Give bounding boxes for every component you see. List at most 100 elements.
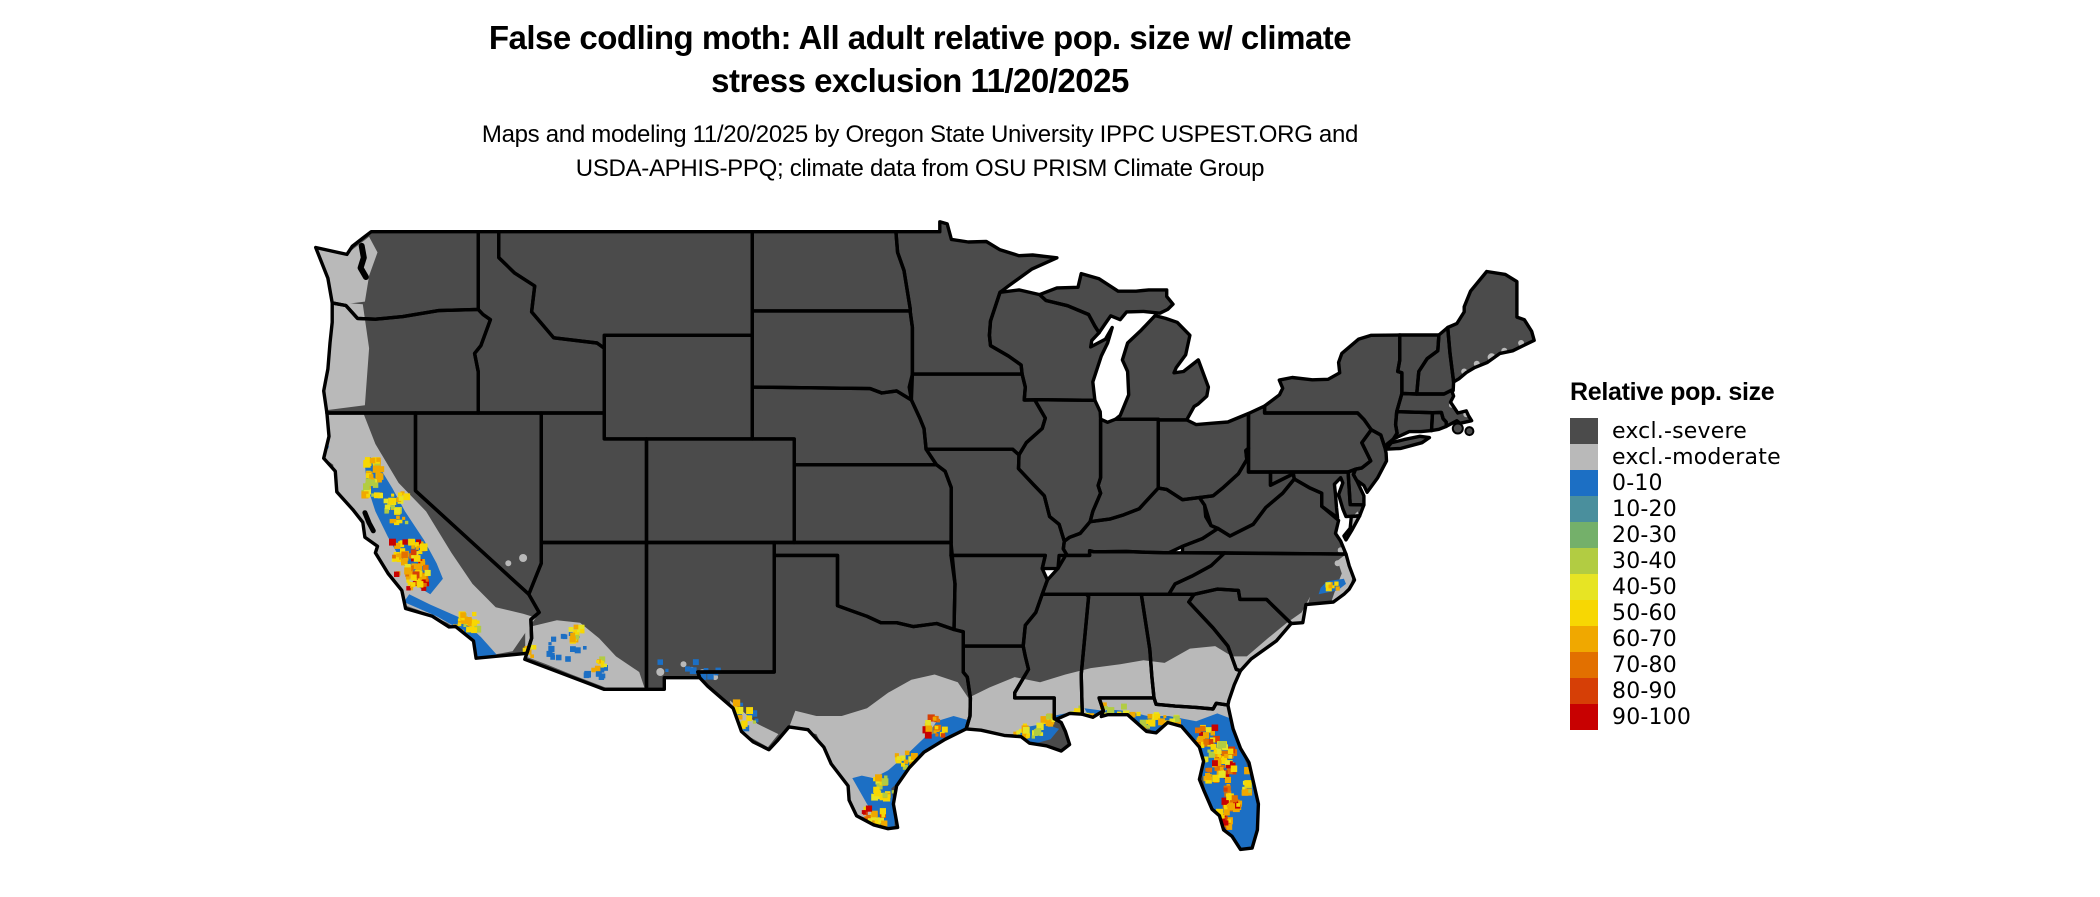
pop-hotspot-speck <box>407 581 412 586</box>
pop-hotspot-speck <box>1130 711 1136 718</box>
state-md <box>1270 472 1364 518</box>
pop-hotspot-speck <box>383 498 389 504</box>
pop-hotspot-speck <box>1199 731 1203 736</box>
pop-hotspot-speck <box>1027 733 1031 737</box>
pop-hotspot-speck <box>746 707 753 714</box>
pop-hotspot-speck <box>397 492 403 497</box>
pop-hotspot-speck <box>1040 716 1048 723</box>
pop-hotspot-speck <box>404 563 411 571</box>
pop-hotspot-speck <box>1228 800 1233 806</box>
pop-hotspot-speck <box>394 571 400 577</box>
pop-hotspot-speck <box>895 757 902 764</box>
pop-hotspot-speck <box>882 792 888 798</box>
pop-hotspot-speck <box>363 460 371 468</box>
pop-hotspot-speck <box>394 542 401 549</box>
legend-swatch <box>1570 652 1598 678</box>
pop-hotspot-speck <box>1107 707 1115 715</box>
pop-hotspot-speck <box>577 624 585 633</box>
pop-hotspot-speck <box>1230 765 1238 772</box>
pop-hotspot-speck <box>1207 767 1213 773</box>
pop-0-10-speck <box>1238 854 1244 860</box>
pop-hotspot-speck <box>1018 728 1023 733</box>
page-title: False codling moth: All adult relative p… <box>270 16 1570 102</box>
state-ut <box>541 413 647 543</box>
pop-hotspot-speck <box>463 623 467 627</box>
pop-hotspot-speck <box>1199 725 1206 732</box>
pop-hotspot-speck <box>925 725 933 733</box>
pop-hotspot-speck <box>384 504 391 510</box>
pop-hotspot-speck <box>389 538 396 546</box>
pop-0-10-speck <box>657 659 663 665</box>
pop-hotspot-speck <box>376 473 384 480</box>
pop-hotspot-speck <box>398 496 404 501</box>
pop-hotspot-speck <box>1331 585 1335 589</box>
pop-hotspot-speck <box>363 483 370 490</box>
island <box>1451 422 1464 435</box>
pop-hotspot-speck <box>1213 735 1220 743</box>
pop-hotspot-speck <box>1230 795 1237 803</box>
pop-hotspot-speck <box>1221 815 1225 819</box>
pop-hotspot-speck <box>1146 724 1150 729</box>
state-il <box>1018 399 1101 542</box>
pop-hotspot-speck <box>932 716 937 721</box>
excl-moderate-speck <box>1334 560 1341 567</box>
legend-label: 50-60 <box>1612 600 1677 626</box>
pop-hotspot-speck <box>934 725 939 730</box>
pop-hotspot-speck <box>574 634 580 640</box>
pop-hotspot-speck <box>591 667 596 672</box>
pop-hotspot-speck <box>940 733 946 738</box>
state-ky <box>1063 488 1218 556</box>
pop-0-10-speck <box>321 415 327 421</box>
island <box>1464 426 1475 437</box>
legend-swatch <box>1570 418 1598 444</box>
pop-hotspot-speck <box>372 457 380 465</box>
pop-hotspot-speck <box>1215 759 1222 766</box>
pop-hotspot-speck <box>568 627 574 632</box>
pop-hotspot-speck <box>1121 703 1127 710</box>
pop-hotspot-speck <box>1158 718 1165 726</box>
pop-hotspot-speck <box>1163 715 1167 719</box>
pop-hotspot-speck <box>1039 732 1044 736</box>
legend-label: 40-50 <box>1612 574 1677 600</box>
pop-hotspot-speck <box>1247 789 1252 793</box>
pop-hotspot-speck <box>384 509 389 514</box>
state-ny <box>1264 335 1402 448</box>
pop-hotspot-speck <box>472 611 477 617</box>
pop-0-10-speck <box>574 647 581 654</box>
legend-row: 50-60 <box>1570 600 1781 626</box>
pop-hotspot-speck <box>457 622 462 627</box>
legend-swatch <box>1570 444 1598 470</box>
pop-hotspot-speck <box>392 554 396 559</box>
pop-hotspot-speck <box>1325 582 1331 588</box>
state-ar <box>951 555 1048 647</box>
pop-hotspot-speck <box>458 621 462 624</box>
pop-hotspot-speck <box>372 482 379 488</box>
pop-hotspot-speck <box>935 724 942 731</box>
pop-hotspot-speck <box>1228 803 1235 811</box>
pop-hotspot-speck <box>421 585 427 591</box>
pop-0-10-speck <box>665 668 669 672</box>
pop-hotspot-speck <box>1104 706 1108 710</box>
pop-hotspot-speck <box>369 457 376 464</box>
state-wi <box>989 289 1113 401</box>
legend: Relative pop. size excl.-severe excl.-mod… <box>1570 378 1781 730</box>
pop-hotspot-speck <box>1148 719 1156 727</box>
states-land <box>315 221 1535 850</box>
pop-hotspot-speck <box>378 466 385 473</box>
pop-hotspot-speck <box>1225 760 1230 765</box>
pop-hotspot-speck <box>361 491 369 499</box>
pop-hotspot-speck <box>1174 719 1181 726</box>
pop-hotspot-speck <box>1212 760 1218 767</box>
state-ia <box>911 374 1046 455</box>
legend-swatch <box>1570 600 1598 626</box>
pop-hotspot-speck <box>1218 770 1226 778</box>
pop-hotspot-speck <box>1045 720 1052 727</box>
pop-0-10-speck <box>548 645 555 653</box>
title-line-2: stress exclusion 11/20/2025 <box>711 62 1129 99</box>
pop-0-10-speck <box>750 710 758 717</box>
pop-hotspot-speck <box>1139 719 1147 727</box>
state-nv <box>415 413 542 595</box>
pop-hotspot-speck <box>373 492 380 499</box>
pop-hotspot-speck <box>415 546 419 550</box>
